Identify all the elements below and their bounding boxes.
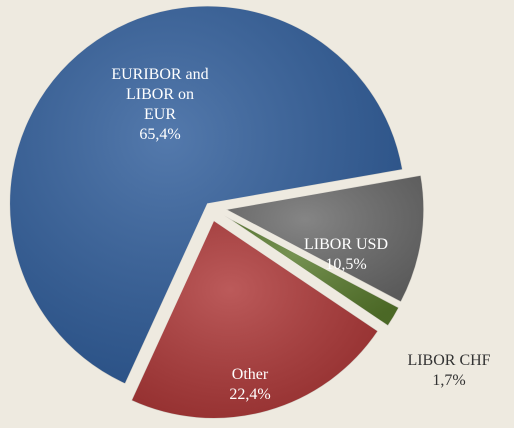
value-label: 10,5% bbox=[325, 256, 367, 273]
category-label: LIBOR USD bbox=[303, 236, 388, 253]
category-label: EURIBOR and LIBOR on EUR bbox=[111, 66, 209, 123]
slice-label: Other 22,4% bbox=[185, 365, 315, 405]
slice-label: LIBOR USD 10,5% bbox=[281, 235, 411, 275]
category-label: LIBOR CHF bbox=[407, 352, 491, 369]
value-label: 22,4% bbox=[229, 386, 271, 403]
slice-label: LIBOR CHF 1,7% bbox=[384, 351, 514, 391]
category-label: Other bbox=[231, 366, 269, 383]
value-label: 65,4% bbox=[139, 126, 181, 143]
value-label: 1,7% bbox=[432, 372, 466, 389]
slice-label: EURIBOR and LIBOR on EUR 65,4% bbox=[110, 65, 210, 145]
